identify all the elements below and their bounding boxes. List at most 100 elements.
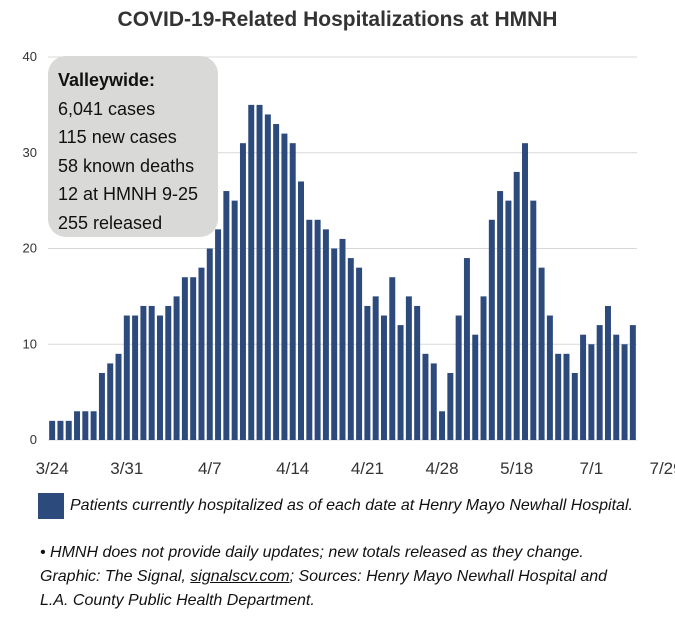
bar — [322, 229, 329, 440]
bar — [439, 411, 446, 440]
summary-heading: Valleywide: — [58, 70, 156, 90]
footnote-line-2: Graphic: The Signal, signalscv.com; Sour… — [40, 565, 665, 589]
bar — [215, 229, 222, 440]
bar — [488, 219, 495, 440]
bar — [422, 353, 429, 440]
bar — [339, 238, 346, 440]
bar — [74, 411, 81, 440]
signal-link[interactable]: signalscv.com — [190, 568, 290, 585]
bar — [181, 277, 188, 440]
footnote-line-1: • HMNH does not provide daily updates; n… — [40, 544, 584, 561]
bar — [613, 334, 620, 440]
x-tick-label: 4/21 — [351, 459, 384, 478]
bar — [331, 248, 338, 440]
bar — [90, 411, 97, 440]
x-tick-label: 3/31 — [110, 459, 143, 478]
summary-line-released: 255 released — [58, 212, 163, 233]
bar — [264, 114, 271, 440]
bar — [140, 305, 147, 440]
footnotes: • HMNH does not provide daily updates; n… — [40, 541, 665, 613]
x-tick-label: 7/1 — [580, 459, 604, 478]
bar — [447, 372, 454, 440]
summary-line-new-cases: 115 new cases — [58, 127, 177, 147]
y-tick-label: 0 — [30, 432, 37, 447]
bar — [530, 200, 537, 441]
bar — [356, 267, 363, 440]
bar — [306, 219, 313, 440]
x-tick-label: 7/29 — [649, 459, 675, 478]
bar — [198, 267, 205, 440]
bar — [571, 372, 578, 440]
bar — [472, 334, 479, 440]
legend: Patients currently hospitalized as of ea… — [38, 493, 633, 519]
x-tick-label: 4/14 — [276, 459, 309, 478]
bar — [281, 133, 288, 440]
bar — [522, 143, 528, 440]
x-tick-label: 4/7 — [198, 459, 222, 478]
bar — [347, 258, 354, 440]
y-tick-label: 10 — [23, 336, 37, 351]
bar — [563, 353, 570, 440]
bar — [505, 200, 512, 441]
bar — [273, 124, 280, 440]
bar — [248, 104, 255, 441]
bar — [206, 248, 213, 440]
footnote-credit: Graphic: The Signal, — [40, 568, 191, 585]
bar — [107, 363, 114, 440]
bar — [123, 315, 130, 440]
bar — [430, 363, 437, 440]
bar — [256, 104, 263, 441]
bars — [49, 104, 636, 441]
x-tick-label: 3/24 — [36, 459, 69, 478]
bar — [555, 353, 562, 440]
bar — [389, 277, 396, 440]
x-tick-label: 5/18 — [500, 459, 533, 478]
bar — [588, 344, 595, 440]
bar — [414, 305, 421, 440]
bar — [497, 191, 504, 440]
bar — [98, 372, 105, 440]
bar — [546, 315, 553, 440]
bar — [190, 277, 197, 440]
bar — [372, 296, 379, 441]
bar — [49, 420, 56, 440]
bar — [380, 315, 387, 440]
summary-line-hmnh: 12 at HMNH 9-25 — [58, 184, 199, 204]
bar — [165, 305, 172, 440]
footnote-line-3: L.A. County Public Health Department. — [40, 592, 315, 609]
y-axis-ticks: 0 10 20 30 40 — [23, 49, 37, 447]
summary-line-deaths: 58 known deaths — [58, 155, 195, 176]
bar — [239, 143, 246, 440]
bar — [604, 305, 611, 440]
bar — [82, 411, 89, 440]
summary-line-cases: 6,041 cases — [58, 98, 156, 119]
x-tick-label: 4/28 — [426, 459, 459, 478]
bar — [463, 258, 470, 440]
bar — [157, 315, 163, 440]
bar — [298, 181, 304, 440]
bar — [580, 334, 587, 440]
bar — [65, 420, 72, 440]
bar — [223, 191, 230, 440]
bar — [289, 143, 296, 440]
bar — [57, 420, 64, 440]
bar — [538, 267, 545, 440]
bar — [364, 305, 371, 440]
y-tick-label: 40 — [23, 49, 37, 64]
bar — [132, 315, 139, 440]
summary-box: Valleywide: 6,041 cases 115 new cases 58… — [48, 56, 218, 237]
x-axis-ticks: 3/243/314/74/144/214/285/187/17/298/26 — [36, 459, 675, 478]
bar — [397, 325, 404, 440]
bar — [455, 315, 462, 440]
bar — [314, 219, 321, 440]
bar — [629, 325, 636, 440]
y-tick-label: 30 — [23, 145, 37, 160]
y-tick-label: 20 — [23, 241, 37, 256]
bar — [596, 325, 603, 440]
bar-chart: 0 10 20 30 40 3/24 3/31 4/7 4/14 4/21 4/28 5/18 7/1… — [23, 49, 675, 478]
footnote-sources: ; Sources: Henry Mayo Newhall Hospital a… — [289, 568, 608, 585]
bar — [480, 296, 487, 441]
legend-label: Patients currently hospitalized as of ea… — [70, 497, 633, 514]
bar — [513, 171, 520, 440]
bar — [148, 305, 155, 440]
